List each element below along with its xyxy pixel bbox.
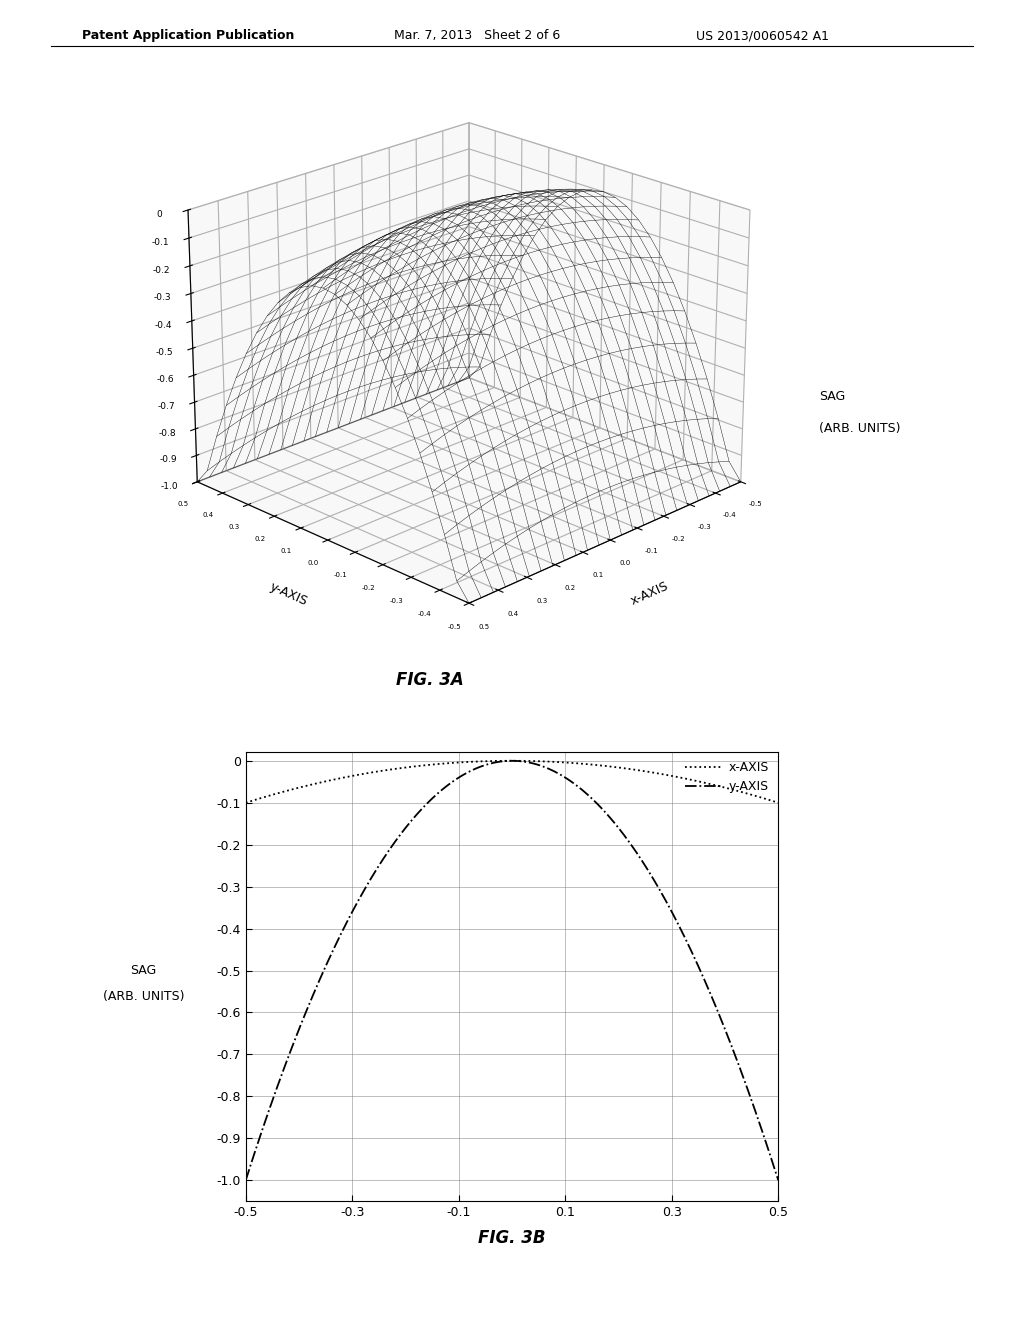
Line: x-AXIS: x-AXIS bbox=[246, 760, 778, 803]
y-AXIS bbox=[294, 1019, 306, 1035]
y-AXIS bbox=[606, 812, 618, 828]
Text: (ARB. UNITS): (ARB. UNITS) bbox=[819, 422, 901, 436]
y-AXIS bbox=[655, 886, 668, 902]
x-AXIS bbox=[240, 795, 252, 810]
Line: y-AXIS: y-AXIS bbox=[246, 760, 778, 1180]
Text: FIG. 3A: FIG. 3A bbox=[396, 671, 464, 689]
x-AXIS bbox=[772, 795, 784, 810]
x-AXIS bbox=[455, 755, 467, 771]
x-AXIS bbox=[665, 768, 677, 784]
Legend: x-AXIS, y-AXIS: x-AXIS, y-AXIS bbox=[680, 756, 774, 799]
Text: (ARB. UNITS): (ARB. UNITS) bbox=[102, 990, 184, 1003]
y-AXIS bbox=[665, 903, 677, 919]
y-AXIS bbox=[455, 768, 467, 784]
Text: FIG. 3B: FIG. 3B bbox=[478, 1229, 546, 1247]
X-axis label: x-AXIS: x-AXIS bbox=[629, 579, 671, 609]
Text: SAG: SAG bbox=[819, 389, 846, 403]
x-AXIS bbox=[294, 779, 306, 795]
x-AXIS bbox=[606, 759, 618, 775]
y-AXIS bbox=[772, 1172, 784, 1188]
Text: Patent Application Publication: Patent Application Publication bbox=[82, 29, 294, 42]
x-AXIS bbox=[655, 766, 668, 781]
x-AXIS bbox=[506, 752, 518, 768]
Text: SAG: SAG bbox=[130, 964, 157, 977]
y-AXIS bbox=[240, 1172, 252, 1188]
Text: US 2013/0060542 A1: US 2013/0060542 A1 bbox=[696, 29, 829, 42]
Text: Mar. 7, 2013   Sheet 2 of 6: Mar. 7, 2013 Sheet 2 of 6 bbox=[394, 29, 560, 42]
y-AXIS bbox=[506, 752, 518, 768]
y-AXIS bbox=[474, 759, 486, 775]
Y-axis label: y-AXIS: y-AXIS bbox=[267, 579, 309, 609]
x-AXIS bbox=[474, 754, 486, 770]
